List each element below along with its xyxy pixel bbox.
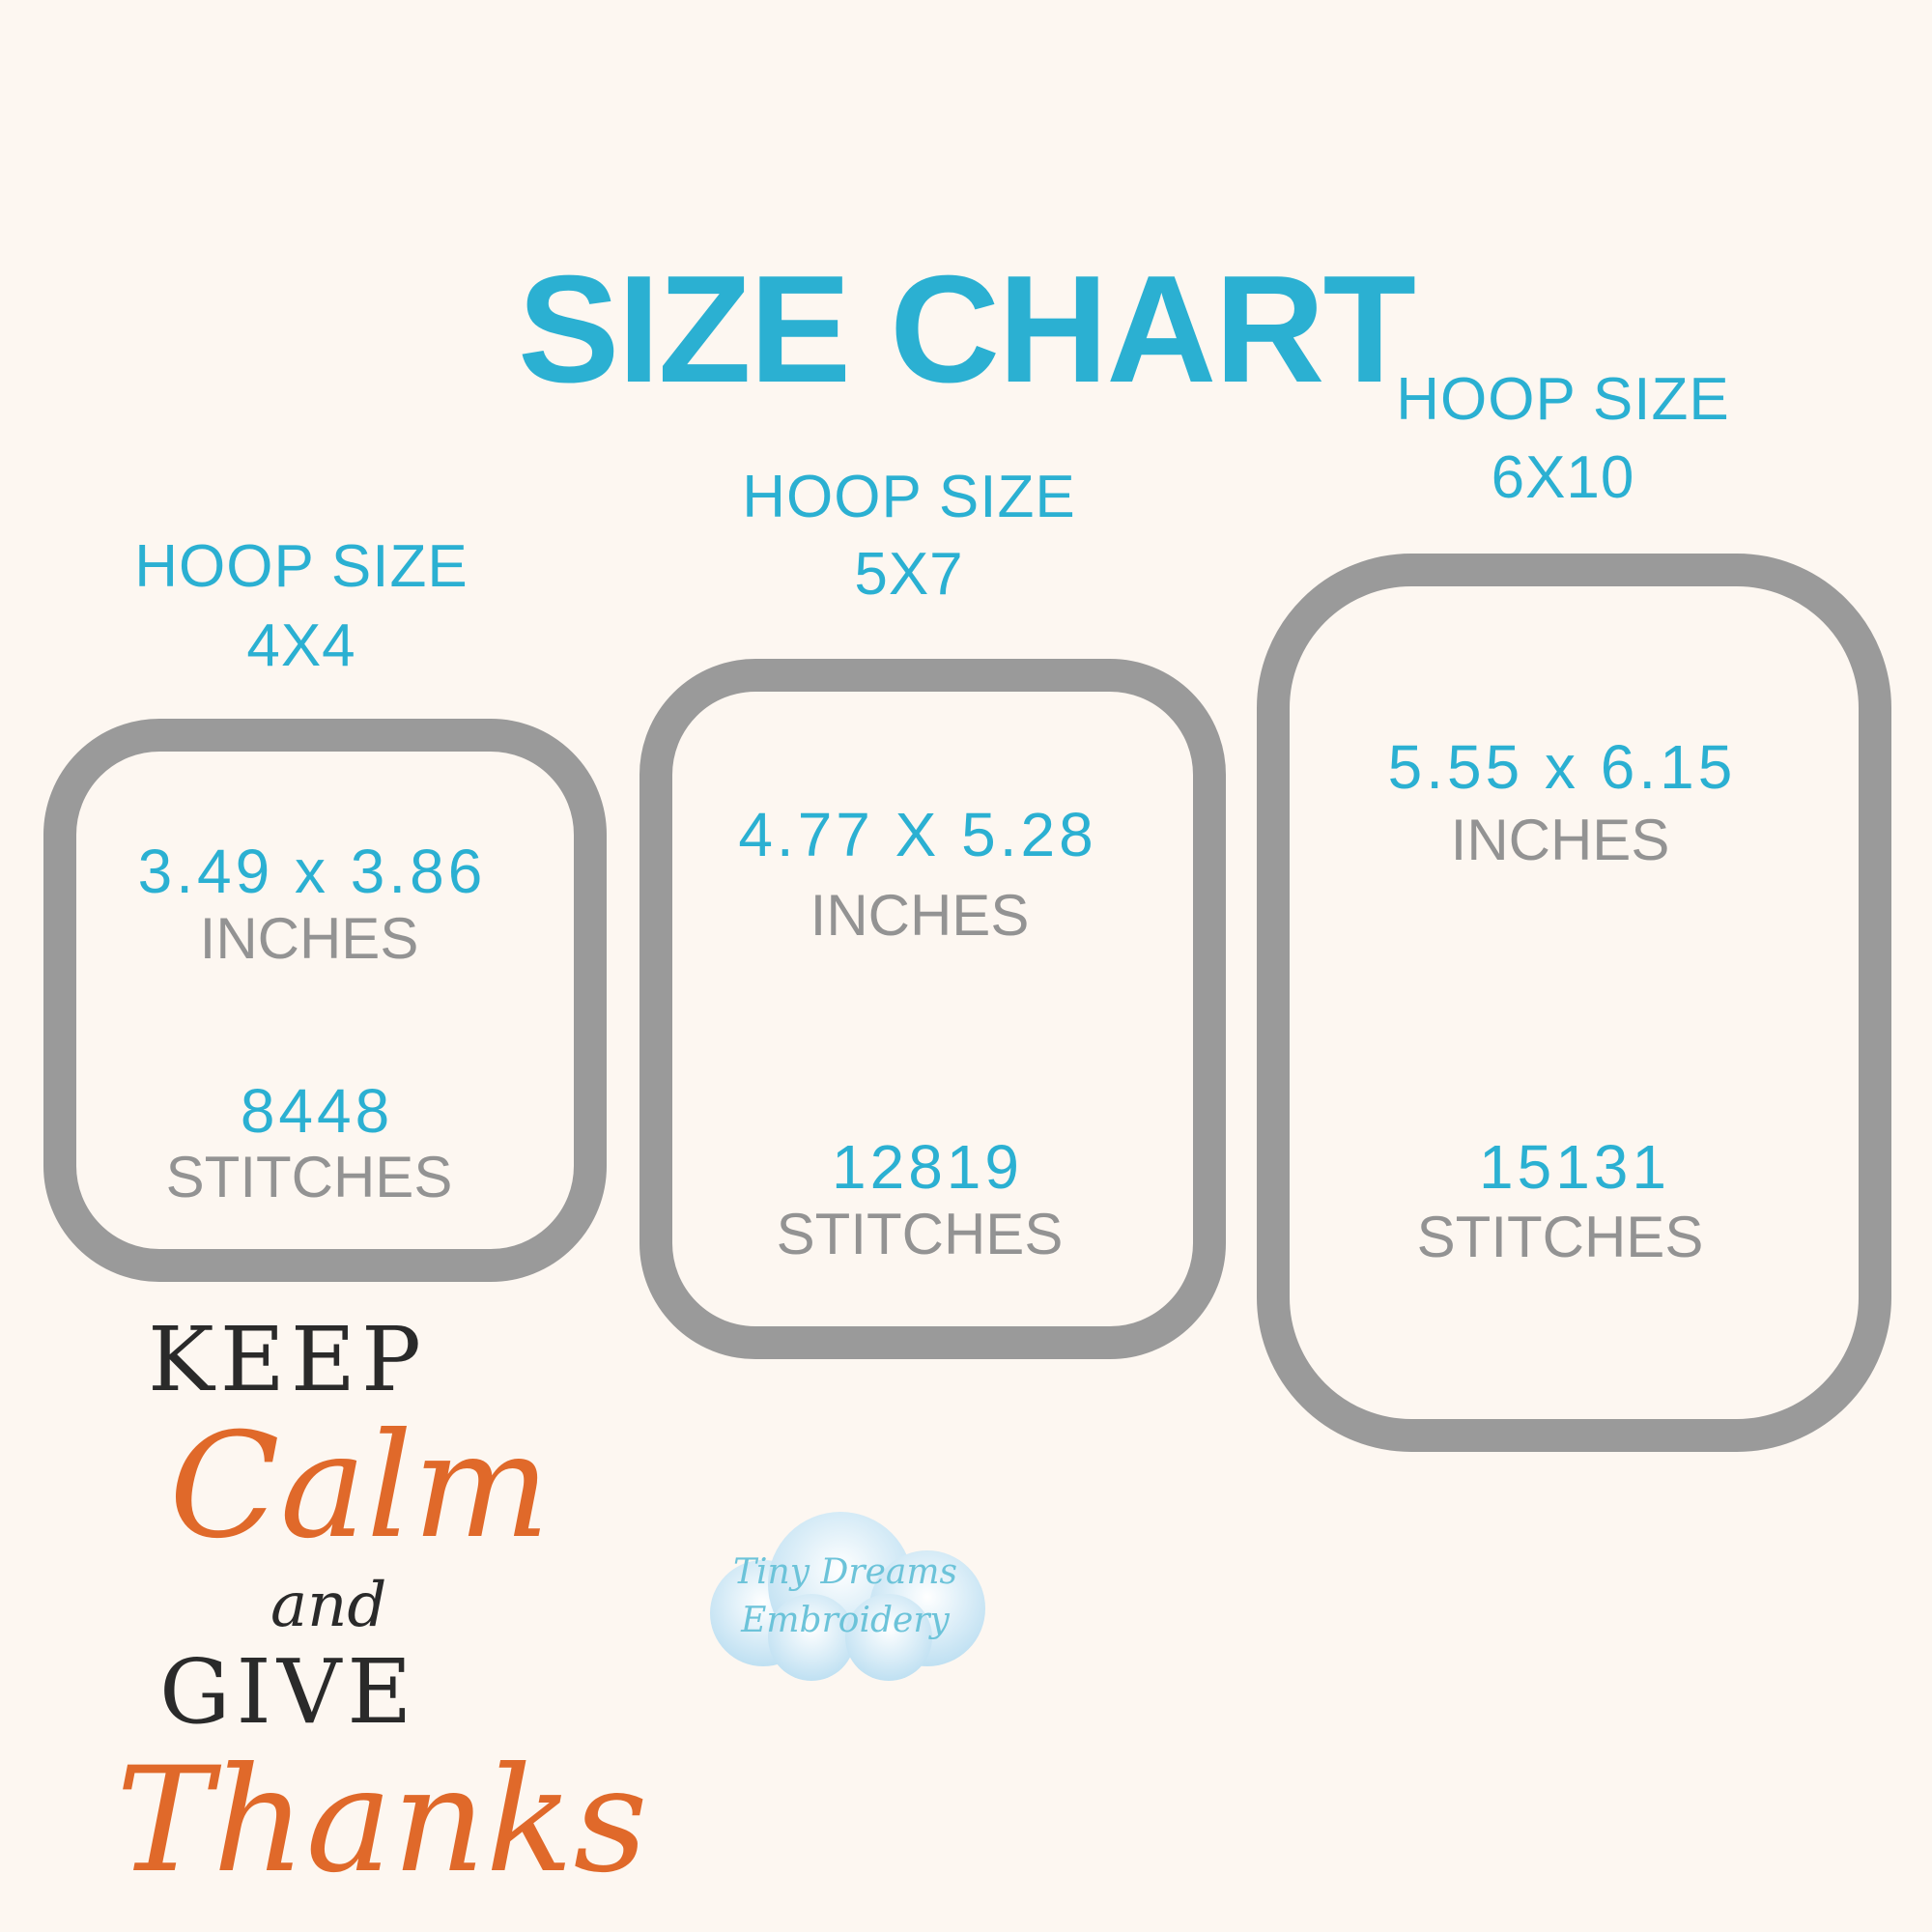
design-text-and: and <box>270 1570 387 1641</box>
design-text-calm: Calm <box>169 1403 551 1571</box>
watermark-line-2: Embroidery <box>741 1601 950 1640</box>
page-title: SIZE CHART <box>518 244 1416 414</box>
stitches-unit-4x4: STITCHES <box>165 1145 453 1209</box>
hoop-label-5x7: HOOP SIZE <box>742 464 1076 530</box>
hoop-size-6x10: 6X10 <box>1491 444 1635 511</box>
watermark: Tiny Dreams Embroidery <box>676 1507 1014 1681</box>
stitches-4x4: 8448 <box>240 1076 394 1146</box>
cloud-watermark-icon <box>710 1512 985 1681</box>
stitches-5x7: 12819 <box>832 1132 1023 1202</box>
dimensions-5x7: 4.77 X 5.28 <box>738 800 1097 869</box>
dimensions-unit-5x7: INCHES <box>810 883 1030 948</box>
hoop-frame-5x7 <box>639 659 1226 1359</box>
design-text-give: GIVE <box>159 1640 418 1744</box>
dimensions-4x4: 3.49 x 3.86 <box>137 837 487 906</box>
hoop-label-6x10: HOOP SIZE <box>1396 366 1730 433</box>
dimensions-unit-4x4: INCHES <box>199 906 419 971</box>
design-text-thanks: Thanks <box>116 1737 648 1905</box>
hoop-frame-6x10 <box>1257 554 1891 1452</box>
hoop-label-4x4: HOOP SIZE <box>134 533 469 600</box>
stitches-6x10: 15131 <box>1479 1132 1670 1202</box>
watermark-line-1: Tiny Dreams <box>733 1552 957 1592</box>
design-preview: KEEP Calm and GIVE Thanks <box>0 1294 648 1932</box>
stitches-unit-5x7: STITCHES <box>776 1202 1064 1266</box>
design-text-keep: KEEP <box>148 1308 427 1411</box>
hoop-size-4x4: 4X4 <box>246 612 356 679</box>
stitches-unit-6x10: STITCHES <box>1416 1205 1704 1269</box>
dimensions-unit-6x10: INCHES <box>1450 808 1670 872</box>
hoop-size-5x7: 5X7 <box>854 541 964 608</box>
hoop-frame-4x4 <box>43 719 607 1282</box>
dimensions-6x10: 5.55 x 6.15 <box>1387 732 1737 802</box>
